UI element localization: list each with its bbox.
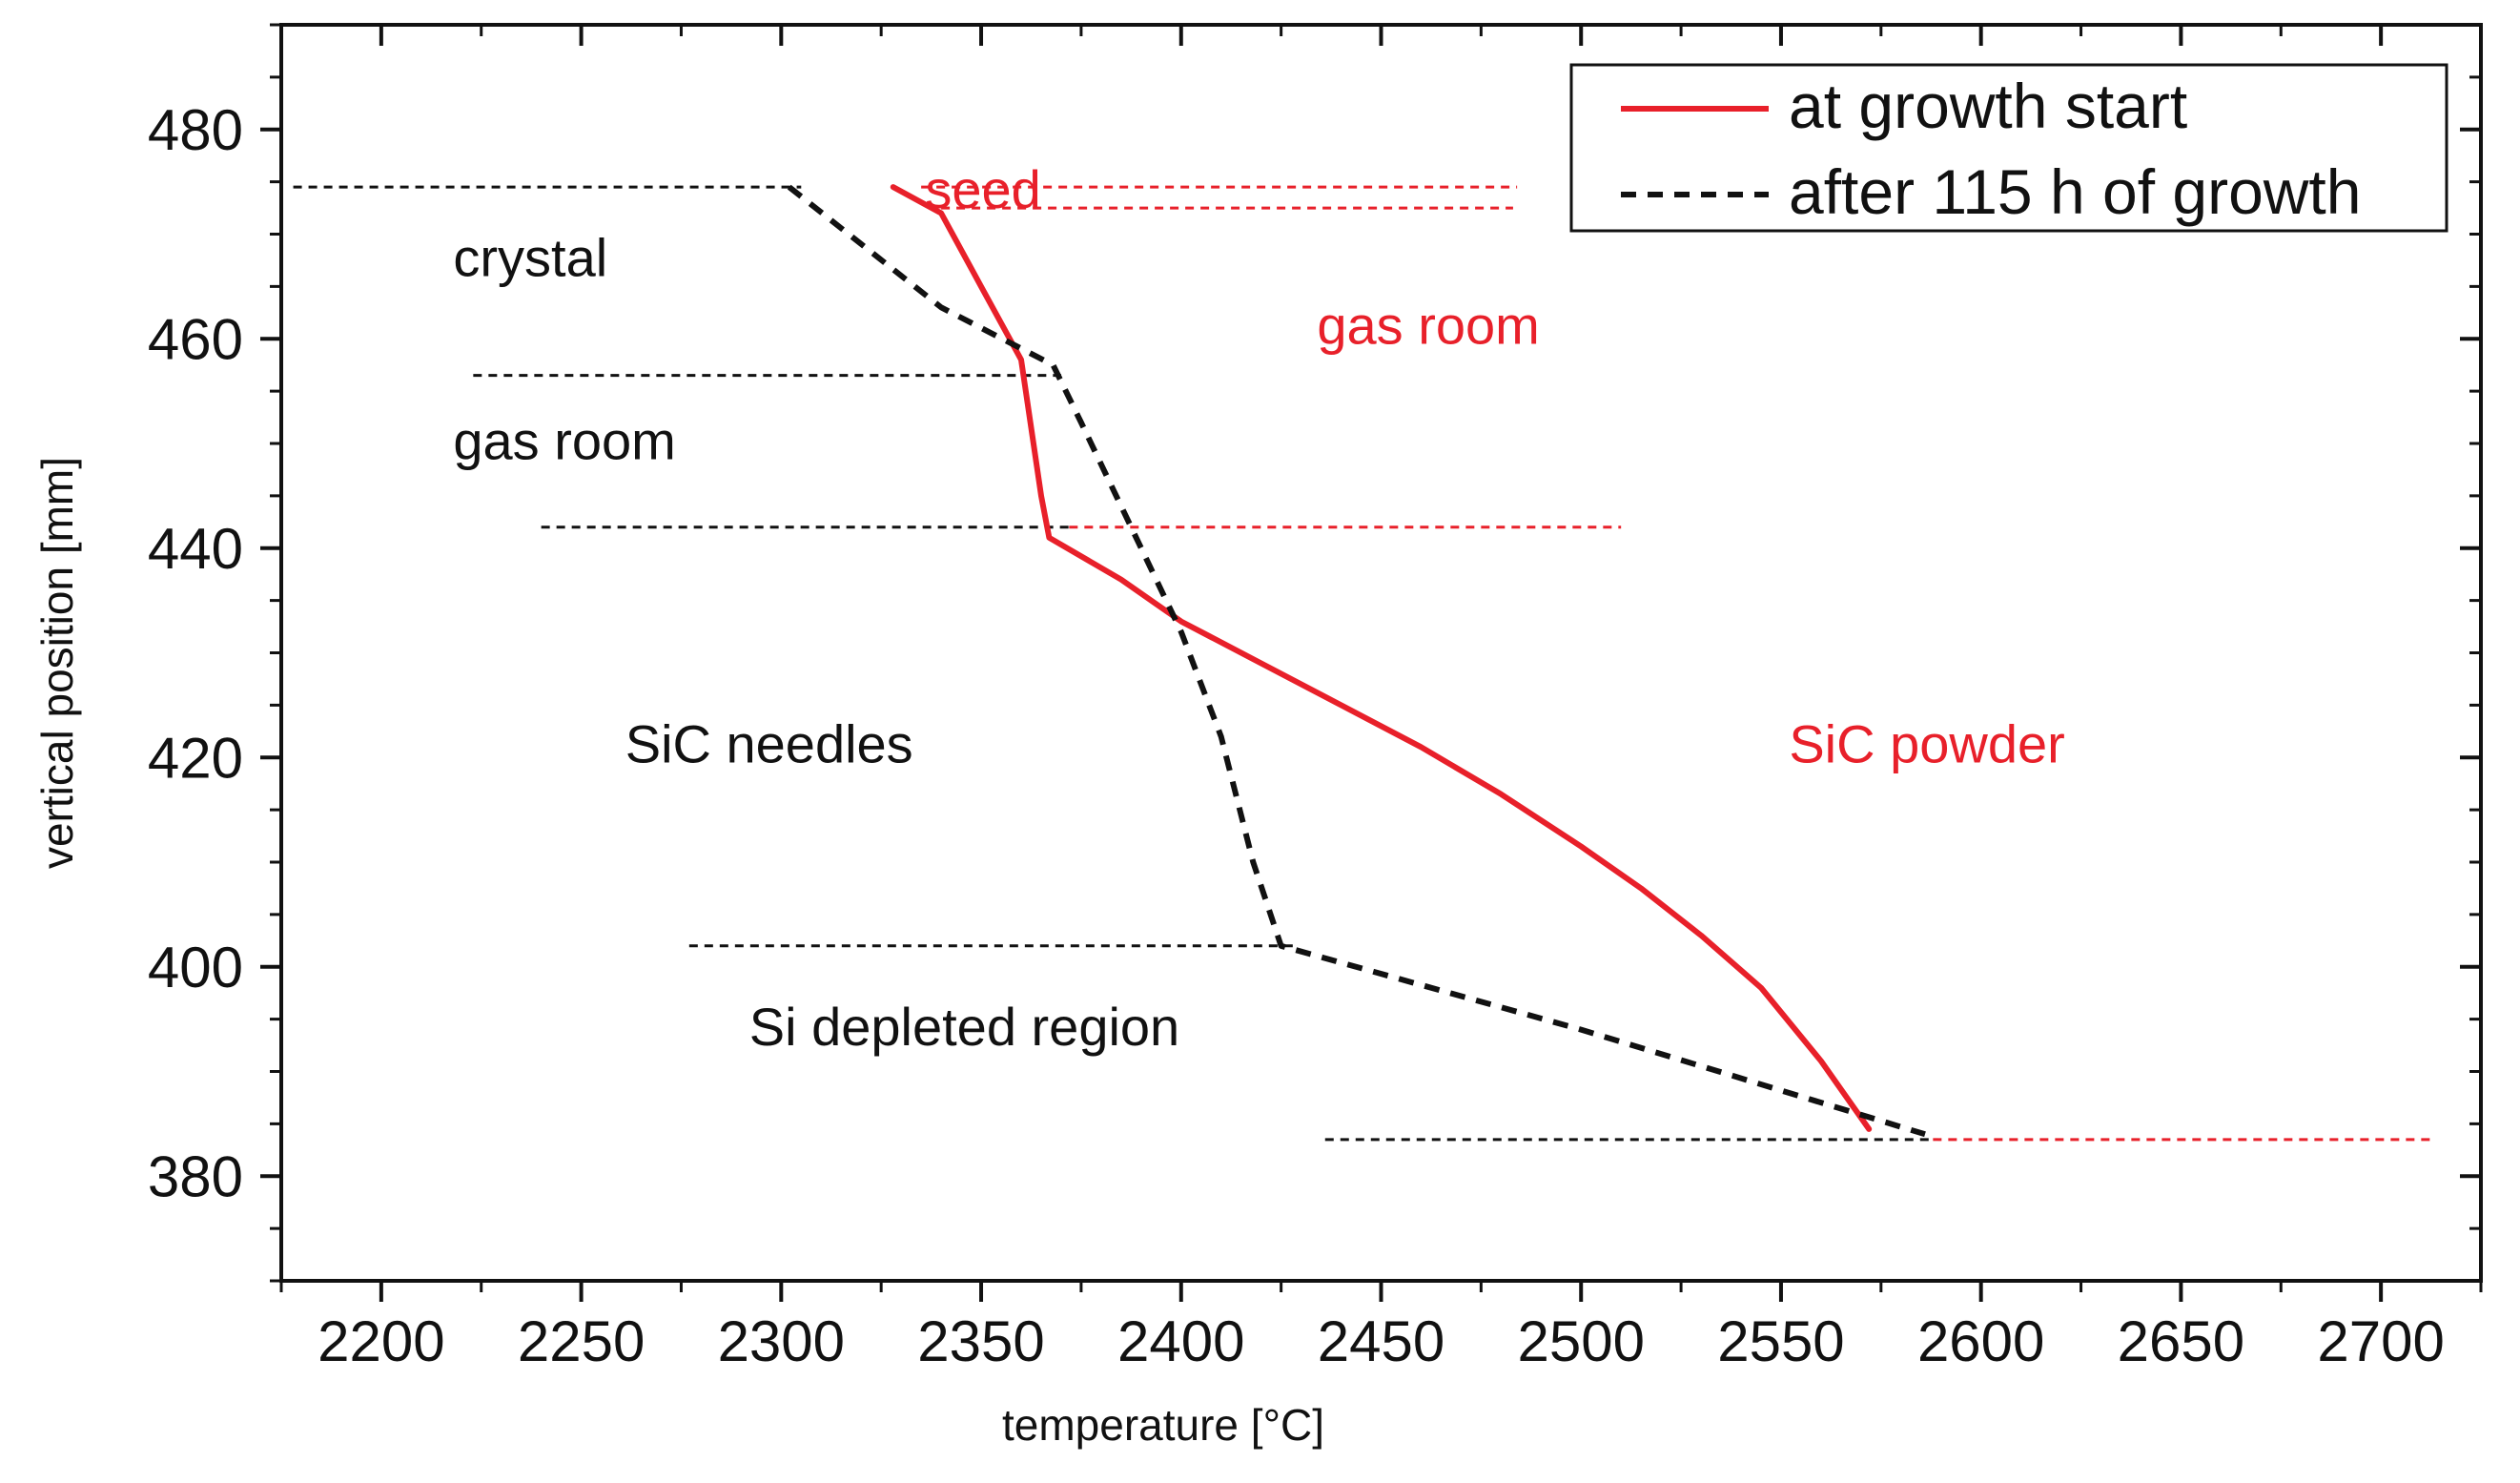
x-tick-label-2700: 2700 bbox=[2317, 1309, 2444, 1373]
y-tick-label-480: 480 bbox=[148, 98, 243, 162]
annotation-1: gas room bbox=[1317, 296, 1539, 356]
ticks-layer: 2200 2250 2300 2350 2400 2450 2500 2550 2600 2650… bbox=[148, 23, 2483, 1373]
x-tick-label-2650: 2650 bbox=[2118, 1309, 2244, 1373]
x-tick-label-2300: 2300 bbox=[718, 1309, 845, 1373]
y-tick-label-460: 460 bbox=[148, 307, 243, 371]
annotations-layer: seed gas room SiC powder crystal gas room SiC… bbox=[453, 159, 2064, 1057]
y-axis-label: vertical position [mm] bbox=[32, 457, 82, 869]
x-tick-label-2450: 2450 bbox=[1318, 1309, 1444, 1373]
annotation-4: gas room bbox=[453, 410, 675, 470]
x-tick-label-2350: 2350 bbox=[917, 1309, 1044, 1373]
legend-box bbox=[1569, 63, 2448, 233]
annotation-6: Si depleted region bbox=[749, 997, 1179, 1057]
x-tick-label-2550: 2550 bbox=[1717, 1309, 1844, 1373]
annotation-5: SiC needles bbox=[625, 714, 913, 774]
series-line-1 bbox=[787, 184, 1926, 1138]
y-tick-label-400: 400 bbox=[148, 936, 243, 999]
y-tick-label-420: 420 bbox=[148, 726, 243, 790]
x-tick-label-2600: 2600 bbox=[1917, 1309, 2044, 1373]
annotation-0: seed bbox=[925, 159, 1040, 219]
x-tick-label-2250: 2250 bbox=[518, 1309, 645, 1373]
x-tick-label-2500: 2500 bbox=[1517, 1309, 1644, 1373]
series-layer bbox=[787, 184, 1926, 1138]
y-tick-label-380: 380 bbox=[148, 1144, 243, 1208]
legend-label-after-growth: after 115 h of growth bbox=[1789, 156, 2361, 227]
annotation-2: SiC powder bbox=[1789, 714, 2064, 774]
x-tick-label-2200: 2200 bbox=[318, 1309, 444, 1373]
x-axis-label: temperature [°C] bbox=[1002, 1400, 1324, 1450]
y-tick-label-440: 440 bbox=[148, 517, 243, 581]
boundary-lines-layer bbox=[293, 185, 2433, 1142]
annotation-3: crystal bbox=[453, 227, 607, 287]
legend: at growth start after 115 h of growth bbox=[1569, 63, 2448, 233]
legend-label-growth-start: at growth start bbox=[1789, 71, 2187, 141]
x-tick-label-2400: 2400 bbox=[1117, 1309, 1244, 1373]
